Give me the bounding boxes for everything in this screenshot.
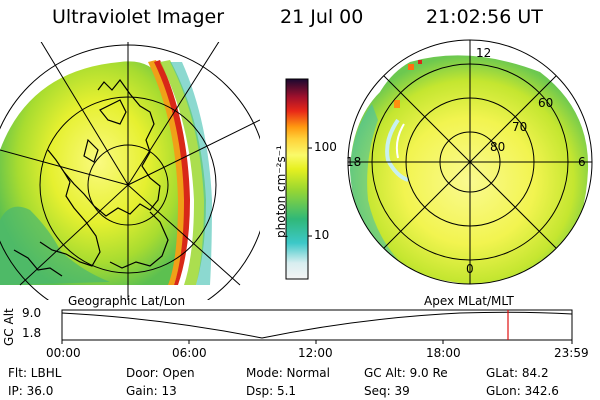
mlt-label-12: 12 <box>476 46 492 60</box>
instrument-title: Ultraviolet Imager <box>52 6 225 28</box>
mlat-label-70: 70 <box>512 120 528 134</box>
ip-status: IP: 36.0 <box>8 384 54 398</box>
colorbar <box>285 78 309 280</box>
altitude-ytick-min: 1.8 <box>22 326 42 340</box>
colorbar-unit-label: photon cm⁻²s⁻¹ <box>274 145 288 238</box>
time-tick-1800: 18:00 <box>426 346 461 360</box>
time-tick-0600: 06:00 <box>172 346 207 360</box>
door-status: Door: Open <box>126 366 195 380</box>
altitude-axis-label: GC Alt <box>2 308 16 346</box>
geographic-caption: Geographic Lat/Lon <box>68 294 186 308</box>
date-label: 21 Jul 00 <box>280 6 364 28</box>
geographic-image <box>0 42 260 300</box>
mode-status: Mode: Normal <box>246 366 330 380</box>
mlt-label-6: 6 <box>578 155 586 169</box>
dsp-status: Dsp: 5.1 <box>246 384 297 398</box>
time-tick-2359: 23:59 <box>554 346 589 360</box>
altitude-plot-frame <box>61 309 573 341</box>
glon-status: GLon: 342.6 <box>486 384 559 398</box>
colorbar-tick-100: 100 <box>314 140 337 154</box>
time-label: 21:02:56 UT <box>426 6 543 28</box>
altitude-trace <box>61 311 573 339</box>
colorbar-tick-10: 10 <box>314 228 330 242</box>
mlat-label-60: 60 <box>538 96 554 110</box>
filter-status: Flt: LBHL <box>8 366 62 380</box>
mlat-label-80: 80 <box>490 140 506 154</box>
time-tick-0000: 00:00 <box>46 346 81 360</box>
gain-status: Gain: 13 <box>126 384 177 398</box>
mlt-label-18: 18 <box>346 155 362 169</box>
gc-alt-status: GC Alt: 9.0 Re <box>364 366 448 380</box>
altitude-ytick-max: 9.0 <box>22 306 42 320</box>
glat-status: GLat: 84.2 <box>486 366 549 380</box>
time-tick-1200: 12:00 <box>298 346 333 360</box>
seq-status: Seq: 39 <box>364 384 410 398</box>
apex-caption: Apex MLat/MLT <box>424 294 514 308</box>
mlt-label-0: 0 <box>466 262 474 276</box>
